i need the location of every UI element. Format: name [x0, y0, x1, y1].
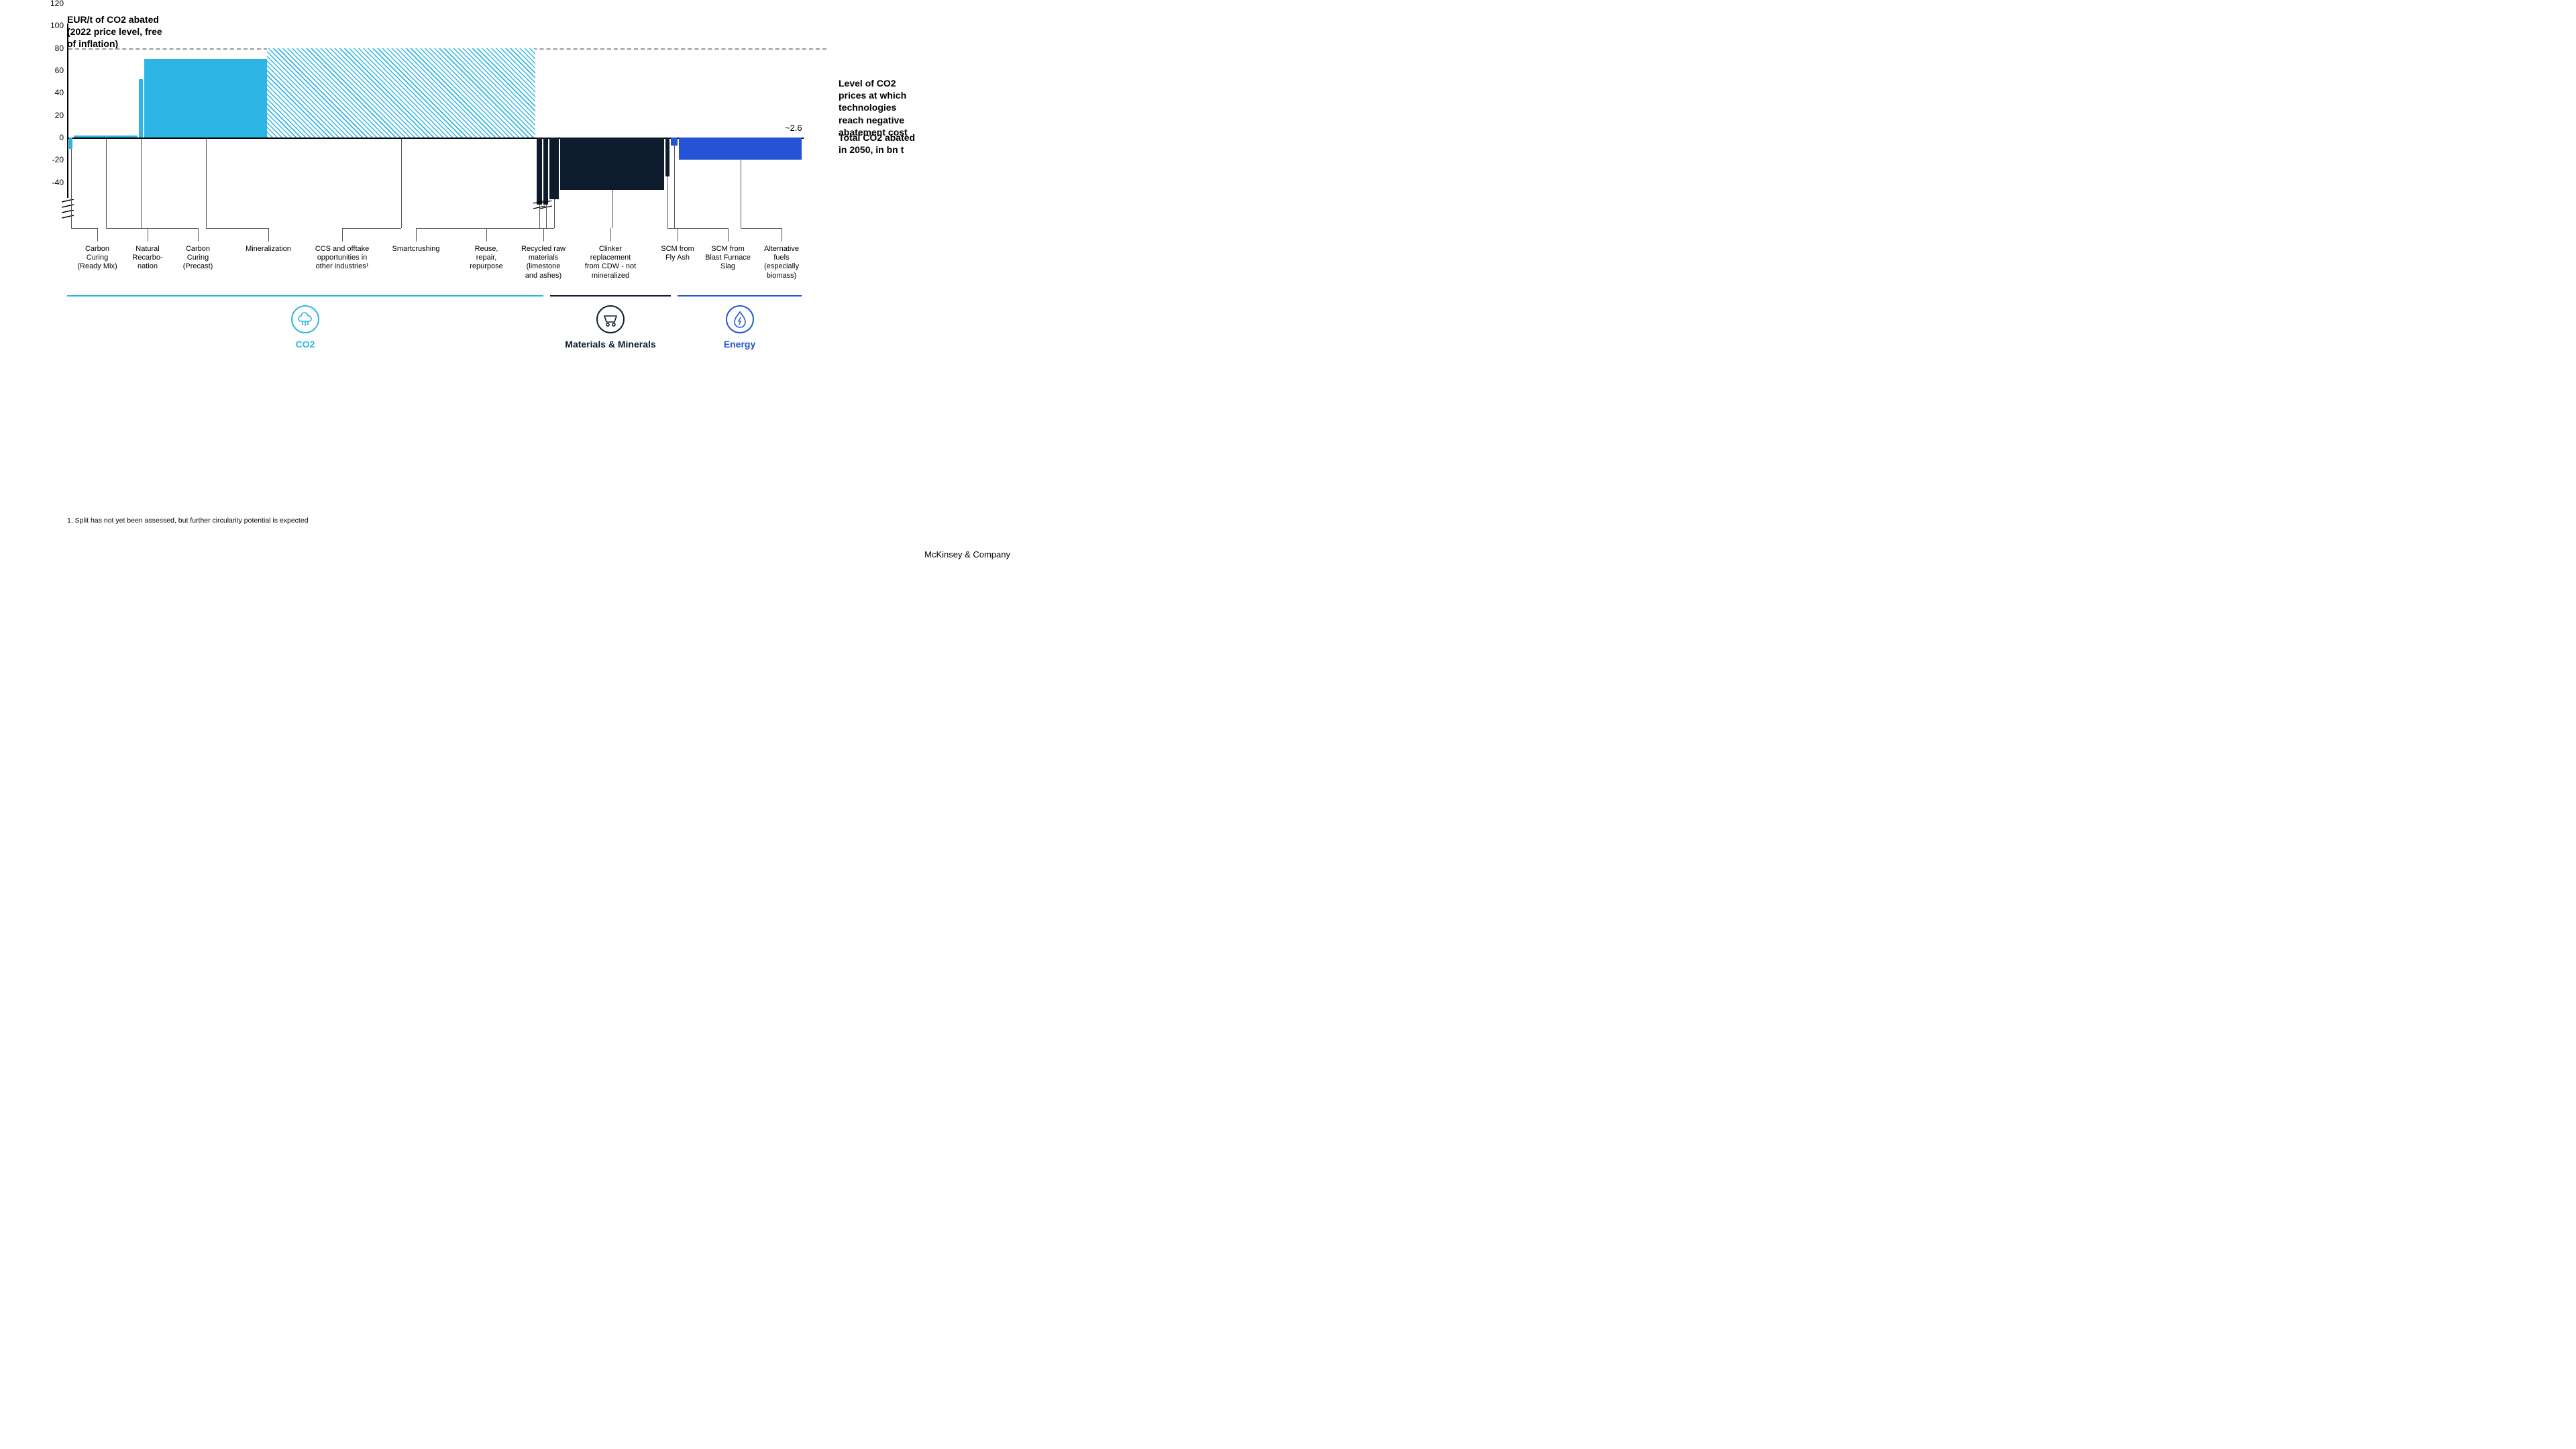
leader-alt-fuels-h	[741, 228, 782, 229]
leader-reuse-repair-h	[486, 228, 546, 229]
y-tick-40: 40	[37, 88, 64, 97]
leader-scm-flyash-v1	[667, 176, 668, 228]
bar-natural-recarbonation	[74, 136, 138, 138]
leader-carbon-curing-precast-v2	[198, 228, 199, 241]
leader-carbon-curing-readymix-v2	[97, 228, 98, 241]
bar-scm-bfs	[671, 138, 678, 146]
total-abated-annotation: Total CO2 abatedin 2050, in bn t	[839, 131, 959, 156]
bar-mineralization	[144, 59, 267, 138]
y-tick-60: 60	[37, 66, 64, 75]
leader-mineralization-v2	[268, 228, 269, 241]
leader-recycled-raw-h	[543, 228, 554, 229]
leader-ccs-offtake-h	[342, 228, 401, 229]
category-icon-co2	[291, 305, 319, 333]
leader-carbon-curing-precast-v1	[141, 139, 142, 228]
leader-recycled-raw-v1	[554, 199, 555, 228]
bar-carbon-curing-precast	[139, 79, 143, 138]
bar-smartcrushing	[537, 138, 542, 205]
leader-smartcrushing-v2	[416, 228, 417, 241]
leader-clinker-cdw-v2	[610, 228, 611, 241]
category-label-energy: Energy	[673, 339, 807, 350]
bar-scm-flyash	[665, 138, 669, 176]
x-label-clinker-cdw: Clinkerreplacementfrom CDW - notminerali…	[578, 245, 643, 280]
y-axis-line	[67, 23, 68, 198]
category-label-materials: Materials & Minerals	[543, 339, 678, 350]
bar-carbon-curing-readymix	[69, 138, 72, 149]
footnote: 1. Split has not yet been assessed, but …	[67, 517, 309, 525]
leader-natural-recarbonation-v1	[106, 139, 107, 228]
x-label-alt-fuels: Alternativefuels(especiallybiomass)	[749, 245, 814, 280]
total-value-annotation: ~2.6	[785, 123, 802, 133]
y-tick-100: 100	[37, 21, 64, 30]
bar-reuse-repair	[543, 138, 548, 205]
y-tick-20: 20	[37, 111, 64, 120]
title-line-1: EUR/t of CO2 abated	[67, 13, 162, 25]
x-label-carbon-curing-precast: CarbonCuring(Precast)	[166, 245, 230, 272]
x-label-smartcrushing: Smartcrushing	[384, 245, 448, 254]
x-label-recycled-raw: Recycled rawmaterials(limestoneand ashes…	[511, 245, 576, 280]
brand-attribution: McKinsey & Company	[924, 549, 1010, 559]
y-tick-0: 0	[37, 133, 64, 142]
y-tick--20: -20	[37, 155, 64, 164]
leader-ccs-offtake-v2	[342, 228, 343, 241]
leader-mineralization-v1	[206, 139, 207, 228]
category-icon-energy	[726, 305, 754, 333]
category-icon-materials	[596, 305, 625, 333]
leader-clinker-cdw-v1	[612, 190, 613, 228]
title-line-2: (2022 price level, free	[67, 25, 162, 38]
leader-reuse-repair-v1	[546, 205, 547, 228]
category-rule-energy	[678, 295, 802, 297]
leader-recycled-raw-v2	[543, 228, 544, 241]
leader-reuse-repair-v2	[486, 228, 487, 241]
y-axis: 120100806040200-20-40	[37, 37, 64, 191]
leader-carbon-curing-precast-h	[141, 228, 198, 229]
x-label-ccs-offtake: CCS and offtakeopportunities inother ind…	[310, 245, 374, 272]
leader-scm-bfs-v2	[728, 228, 729, 241]
y-tick-120: 120	[37, 0, 64, 8]
leader-scm-bfs-v1	[674, 146, 675, 228]
bar-recycled-raw	[549, 138, 559, 199]
y-tick-80: 80	[37, 44, 64, 53]
axis-break-y-2	[62, 210, 74, 219]
x-label-reuse-repair: Reuse,repair,repurpose	[454, 245, 519, 272]
axis-break-y	[62, 199, 74, 209]
category-rule-co2	[67, 295, 543, 297]
bar-ccs-offtake	[267, 48, 535, 138]
leader-scm-bfs-h	[674, 228, 728, 229]
y-tick--40: -40	[37, 178, 64, 187]
bar-alt-fuels	[679, 138, 802, 160]
leader-mineralization-h	[206, 228, 269, 229]
bar-clinker-cdw	[560, 138, 664, 190]
leader-carbon-curing-readymix-h	[71, 228, 98, 229]
plot-area: ~2.6	[67, 37, 805, 272]
leader-carbon-curing-readymix-v1	[71, 149, 72, 228]
category-rule-materials	[550, 295, 671, 297]
category-label-co2: CO2	[238, 339, 372, 350]
x-label-mineralization: Mineralization	[236, 245, 301, 254]
ref-line-annotation: Level of CO2prices at whichtechnologiesr…	[839, 77, 953, 138]
leader-ccs-offtake-v1	[401, 139, 402, 228]
